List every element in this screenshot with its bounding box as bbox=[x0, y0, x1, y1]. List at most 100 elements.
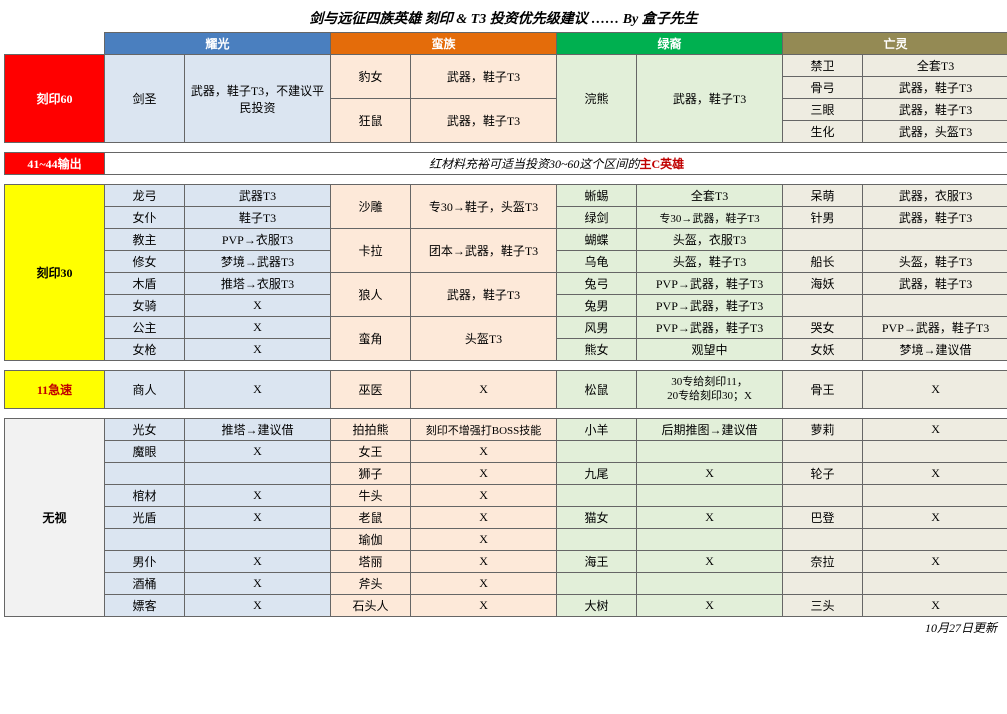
cell-tip: 武器，鞋子T3 bbox=[637, 55, 783, 143]
cell-tip: PVP→武器，鞋子T3 bbox=[637, 317, 783, 339]
cell-hero bbox=[783, 529, 863, 551]
cell-hero: 呆萌 bbox=[783, 185, 863, 207]
cell-hero: 女枪 bbox=[105, 339, 185, 361]
cell-tip: 头盔，鞋子T3 bbox=[637, 251, 783, 273]
cell-tip: PVP→衣服T3 bbox=[185, 229, 331, 251]
cell-tip: X bbox=[185, 339, 331, 361]
cell-hero: 光盾 bbox=[105, 507, 185, 529]
faction-header-2: 蛮族 bbox=[331, 33, 557, 55]
cell-hero: 猫女 bbox=[557, 507, 637, 529]
cell-tip: 刻印不增强打BOSS技能 bbox=[411, 419, 557, 441]
cell-tip: 武器，鞋子T3 bbox=[411, 55, 557, 99]
cell-tip: X bbox=[863, 595, 1007, 617]
cell-tip: 武器，衣服T3 bbox=[863, 185, 1007, 207]
cell-tip: X bbox=[411, 507, 557, 529]
cell-hero: 酒桶 bbox=[105, 573, 185, 595]
cell-hero: 牛头 bbox=[331, 485, 411, 507]
cell-hero: 巫医 bbox=[331, 371, 411, 409]
cell-tip: X bbox=[411, 529, 557, 551]
cell-hero bbox=[783, 573, 863, 595]
cell-hero: 龙弓 bbox=[105, 185, 185, 207]
cell-hero: 禁卫 bbox=[783, 55, 863, 77]
cell-tip: X bbox=[863, 419, 1007, 441]
cell-hero: 生化 bbox=[783, 121, 863, 143]
cell-hero: 轮子 bbox=[783, 463, 863, 485]
label-30: 刻印30 bbox=[5, 185, 105, 361]
cell-hero: 教主 bbox=[105, 229, 185, 251]
cell-hero: 男仆 bbox=[105, 551, 185, 573]
cell-hero: 女王 bbox=[331, 441, 411, 463]
cell-hero: 女妖 bbox=[783, 339, 863, 361]
cell-hero bbox=[783, 229, 863, 251]
cell-hero bbox=[557, 529, 637, 551]
cell-hero: 塔丽 bbox=[331, 551, 411, 573]
cell-tip: X bbox=[411, 441, 557, 463]
cell-tip: 后期推图→建议借 bbox=[637, 419, 783, 441]
cell-hero: 熊女 bbox=[557, 339, 637, 361]
note-41-pre: 红材料充裕可适当投资30~60这个区间的 bbox=[429, 157, 640, 171]
cell-tip: 全套T3 bbox=[637, 185, 783, 207]
cell-hero: 骨弓 bbox=[783, 77, 863, 99]
cell-hero: 石头人 bbox=[331, 595, 411, 617]
cell-hero: 豹女 bbox=[331, 55, 411, 99]
cell-tip bbox=[637, 441, 783, 463]
cell-tip: X bbox=[185, 317, 331, 339]
cell-tip: 鞋子T3 bbox=[185, 207, 331, 229]
cell-tip: 武器，鞋子T3 bbox=[863, 77, 1007, 99]
cell-hero bbox=[557, 441, 637, 463]
cell-tip: 推塔→衣服T3 bbox=[185, 273, 331, 295]
cell-hero: 拍拍熊 bbox=[331, 419, 411, 441]
cell-hero: 浣熊 bbox=[557, 55, 637, 143]
cell-tip bbox=[637, 529, 783, 551]
cell-hero: 商人 bbox=[105, 371, 185, 409]
cell-hero: 瑜伽 bbox=[331, 529, 411, 551]
faction-header-3: 绿裔 bbox=[557, 33, 783, 55]
cell-tip: X bbox=[185, 295, 331, 317]
cell-tip bbox=[863, 573, 1007, 595]
cell-hero: 剑圣 bbox=[105, 55, 185, 143]
cell-tip: PVP→武器，鞋子T3 bbox=[863, 317, 1007, 339]
cell-tip bbox=[863, 529, 1007, 551]
cell-tip: 武器，鞋子T3 bbox=[863, 207, 1007, 229]
cell-hero: 蝴蝶 bbox=[557, 229, 637, 251]
cell-hero bbox=[783, 295, 863, 317]
cell-tip: X bbox=[637, 551, 783, 573]
footer-date: 10月27日更新 bbox=[4, 617, 1003, 636]
label-11: 11急速 bbox=[5, 371, 105, 409]
cell-hero: 沙雕 bbox=[331, 185, 411, 229]
cell-tip: X bbox=[411, 573, 557, 595]
cell-hero bbox=[783, 485, 863, 507]
cell-tip: X bbox=[411, 485, 557, 507]
page-title: 剑与远征四族英雄 刻印 & T3 投资优先级建议 …… By 盒子先生 bbox=[4, 4, 1003, 32]
cell-tip: X bbox=[185, 371, 331, 409]
cell-tip: X bbox=[637, 595, 783, 617]
cell-tip: X bbox=[637, 507, 783, 529]
cell-hero: 光女 bbox=[105, 419, 185, 441]
cell-tip: X bbox=[185, 485, 331, 507]
cell-tip: 头盔，鞋子T3 bbox=[863, 251, 1007, 273]
cell-tip bbox=[637, 573, 783, 595]
cell-tip: X bbox=[185, 507, 331, 529]
cell-hero: 哭女 bbox=[783, 317, 863, 339]
cell-hero: 卡拉 bbox=[331, 229, 411, 273]
cell-tip: PVP→武器，鞋子T3 bbox=[637, 273, 783, 295]
cell-tip: 梦境→建议借 bbox=[863, 339, 1007, 361]
cell-hero bbox=[557, 573, 637, 595]
cell-tip bbox=[863, 295, 1007, 317]
cell-tip: X bbox=[185, 441, 331, 463]
label-60: 刻印60 bbox=[5, 55, 105, 143]
cell-tip: 武器，鞋子T3 bbox=[863, 273, 1007, 295]
cell-hero: 蛮角 bbox=[331, 317, 411, 361]
cell-tip bbox=[863, 229, 1007, 251]
cell-tip: 专30→鞋子，头盔T3 bbox=[411, 185, 557, 229]
cell-hero bbox=[557, 485, 637, 507]
cell-tip: 武器，鞋子T3 bbox=[411, 273, 557, 317]
cell-hero: 三眼 bbox=[783, 99, 863, 121]
cell-hero: 蜥蜴 bbox=[557, 185, 637, 207]
cell-tip: 武器，头盔T3 bbox=[863, 121, 1007, 143]
cell-hero: 魔眼 bbox=[105, 441, 185, 463]
cell-tip: 梦境→武器T3 bbox=[185, 251, 331, 273]
main-table: 耀光 蛮族 绿裔 亡灵 刻印60 剑圣 武器，鞋子T3，不建议平民投资 豹女 武… bbox=[4, 32, 1007, 617]
cell-hero: 狮子 bbox=[331, 463, 411, 485]
cell-tip: X bbox=[863, 507, 1007, 529]
